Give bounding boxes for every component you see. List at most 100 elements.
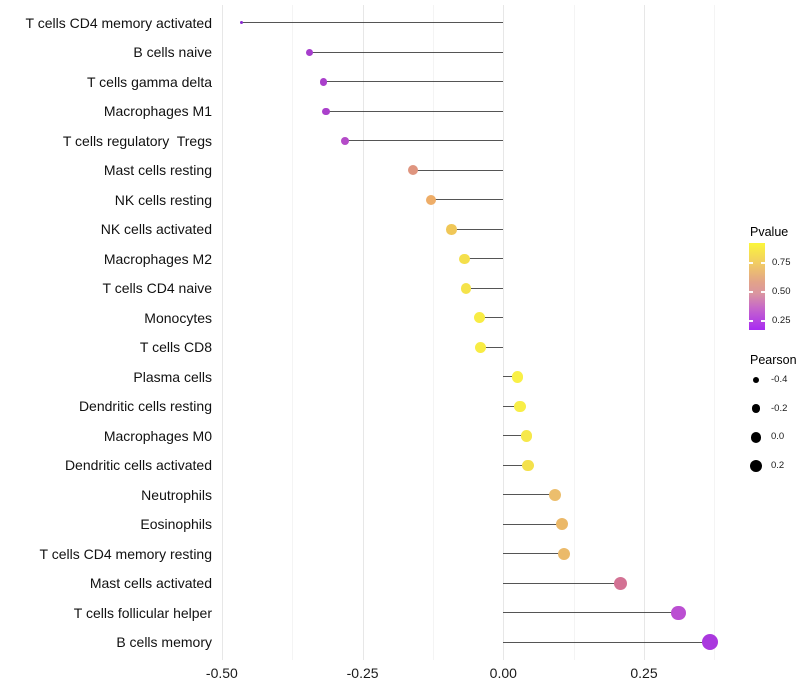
colorbar-tick-label: 0.50 xyxy=(772,286,791,297)
lollipop-dot xyxy=(520,430,533,442)
lollipop-segment xyxy=(431,199,504,201)
x-axis-tick-label: 0.00 xyxy=(489,665,517,681)
lollipop-segment xyxy=(503,405,521,407)
lollipop-dot xyxy=(319,78,327,86)
lollipop-dot xyxy=(473,312,485,324)
size-legend-label: -0.4 xyxy=(771,374,788,385)
lollipop-dot xyxy=(474,341,486,353)
size-legend-dot xyxy=(753,377,759,383)
lollipop-segment xyxy=(451,228,504,230)
y-axis-category-label: Dendritic cells resting xyxy=(78,398,212,415)
lollipop-segment xyxy=(503,582,621,584)
gridline-major xyxy=(362,5,364,660)
gridline-minor xyxy=(433,5,434,660)
colorbar-tick-mark xyxy=(749,291,753,293)
lollipop-segment xyxy=(503,612,679,614)
lollipop-segment xyxy=(323,81,504,83)
lollipop-dot xyxy=(549,488,562,501)
lollipop-segment xyxy=(503,523,563,525)
lollipop-dot xyxy=(556,518,569,531)
gridline-minor xyxy=(714,5,716,660)
colorbar-tick-label: 0.25 xyxy=(772,315,791,326)
lollipop-dot xyxy=(459,253,470,264)
colorbar-tick-label: 0.75 xyxy=(772,257,791,268)
pvalue-legend-title: Pvalue xyxy=(750,225,789,239)
y-axis-category-label: B cells memory xyxy=(116,634,212,651)
lollipop-dot xyxy=(305,48,313,56)
lollipop-segment xyxy=(503,641,711,643)
y-axis-category-label: Macrophages M1 xyxy=(103,103,212,120)
lollipop-dot xyxy=(239,20,244,25)
y-axis-category-label: Plasma cells xyxy=(133,368,212,385)
y-axis-category-label: Mast cells resting xyxy=(103,162,212,179)
lollipop-dot xyxy=(322,107,330,115)
size-legend-dot xyxy=(751,404,761,413)
colorbar-tick-mark xyxy=(761,262,765,264)
lollipop-dot xyxy=(408,165,419,176)
y-axis-category-label: Eosinophils xyxy=(140,516,212,533)
size-legend-label: -0.2 xyxy=(771,402,788,414)
lollipop-segment xyxy=(480,346,504,348)
lollipop-dot xyxy=(511,371,524,383)
size-legend-dot xyxy=(750,432,762,443)
pearson-legend-title: Pearson xyxy=(750,353,797,367)
lollipop-segment xyxy=(503,464,529,466)
x-axis-tick-label: 0.25 xyxy=(630,665,658,681)
lollipop-dot xyxy=(514,400,526,412)
gridline-minor xyxy=(573,5,575,660)
y-axis-category-label: T cells regulatory Tregs xyxy=(62,132,212,149)
lollipop-segment xyxy=(241,22,504,24)
y-axis-category-label: Macrophages M2 xyxy=(103,250,212,267)
lollipop-segment xyxy=(503,376,518,378)
y-axis-category-label: T cells CD8 xyxy=(139,339,212,356)
lollipop-dot xyxy=(340,136,349,145)
lollipop-segment xyxy=(503,494,556,496)
y-axis-category-label: NK cells activated xyxy=(100,221,212,238)
lollipop-segment xyxy=(413,169,504,171)
y-axis-category-label: T cells CD4 memory resting xyxy=(39,545,212,562)
y-axis-category-label: B cells naive xyxy=(133,44,212,61)
lollipop-segment xyxy=(503,553,565,555)
lollipop-dot xyxy=(558,547,571,560)
gridline-major xyxy=(644,5,645,660)
colorbar-tick-mark xyxy=(761,320,765,322)
y-axis-category-label: Monocytes xyxy=(144,309,212,326)
y-axis-category-label: Neutrophils xyxy=(141,486,212,503)
x-axis-tick-label: -0.50 xyxy=(205,665,238,681)
pvalue-gradient-bar xyxy=(749,243,765,330)
lollipop-dot xyxy=(446,224,457,235)
colorbar-tick-mark xyxy=(749,262,753,264)
lollipop-dot xyxy=(426,194,437,205)
lollipop-dot xyxy=(460,283,472,294)
lollipop-segment xyxy=(466,287,504,289)
y-axis-category-label: T cells gamma delta xyxy=(86,73,212,90)
y-axis-category-label: T cells follicular helper xyxy=(73,604,212,621)
colorbar-tick-mark xyxy=(749,320,753,322)
lollipop-segment xyxy=(479,317,504,319)
gridline-major xyxy=(221,5,223,660)
lollipop-dot xyxy=(522,459,534,471)
lollipop-dot xyxy=(671,605,686,620)
gridline-minor xyxy=(292,5,294,660)
colorbar-tick-mark xyxy=(761,291,765,293)
lollipop-dot xyxy=(613,576,627,590)
lollipop-segment xyxy=(326,110,504,112)
lollipop-segment xyxy=(464,258,504,260)
lollipop-dot xyxy=(702,634,719,651)
gridline-major xyxy=(503,5,505,660)
y-axis-category-label: Mast cells activated xyxy=(89,575,212,592)
y-axis-category-label: T cells CD4 naive xyxy=(102,280,212,297)
y-axis-category-label: NK cells resting xyxy=(114,191,212,208)
size-legend-dot xyxy=(749,459,763,473)
plot-panel xyxy=(218,5,734,660)
y-axis-category-label: Dendritic cells activated xyxy=(64,457,212,474)
lollipop-segment xyxy=(503,435,527,437)
size-legend-label: 0.2 xyxy=(771,460,785,472)
x-axis-tick-label: -0.25 xyxy=(346,665,379,681)
size-legend-label: 0.0 xyxy=(771,431,785,443)
y-axis-category-label: T cells CD4 memory activated xyxy=(25,14,212,31)
lollipop-segment xyxy=(309,51,504,53)
lollipop-segment xyxy=(344,140,504,142)
y-axis-category-label: Macrophages M0 xyxy=(103,427,212,444)
